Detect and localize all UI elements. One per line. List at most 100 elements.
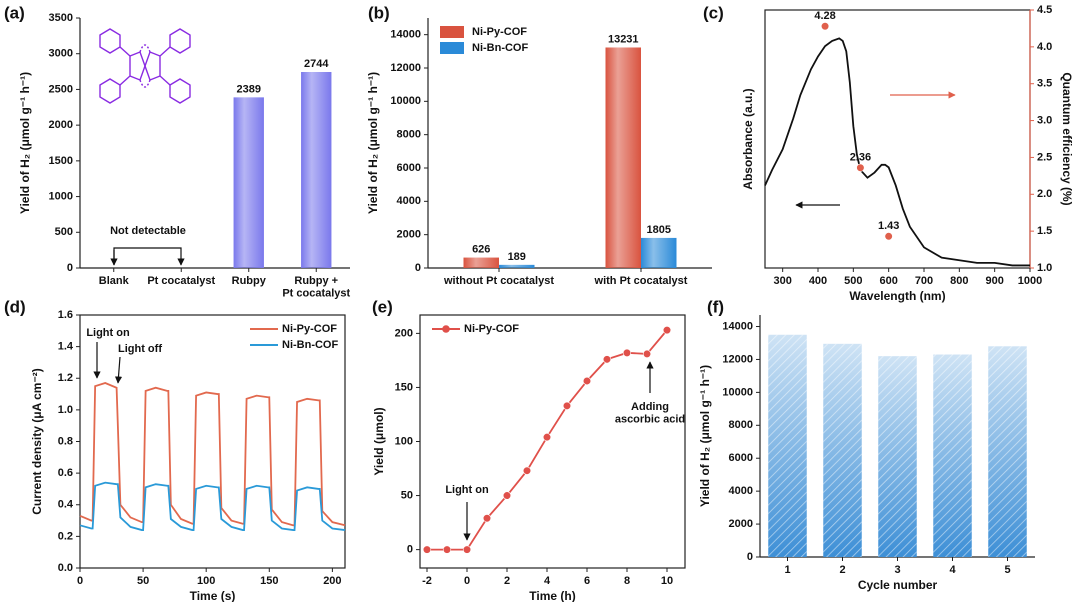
bar bbox=[301, 72, 332, 268]
point bbox=[602, 355, 612, 364]
y-tick-label: 14000 bbox=[722, 320, 753, 332]
value-label: 2389 bbox=[237, 83, 261, 95]
panel-label: (b) bbox=[368, 3, 390, 22]
y2-tick-label: 2.5 bbox=[1037, 151, 1052, 163]
panel-label: (c) bbox=[703, 3, 724, 22]
y2-tick-label: 4.5 bbox=[1037, 4, 1052, 16]
annotation-arrows bbox=[93, 91, 956, 541]
molecule-sketch bbox=[99, 28, 191, 104]
annotation: Not detectable bbox=[110, 225, 186, 237]
bar-hatch bbox=[823, 343, 862, 557]
x-tick-label: 900 bbox=[985, 275, 1003, 287]
y-tick-label: 0.6 bbox=[58, 467, 73, 479]
y-tick-label: 0.8 bbox=[58, 435, 73, 447]
y-tick-label: 4000 bbox=[729, 485, 753, 497]
point bbox=[582, 376, 592, 386]
series-line bbox=[79, 382, 346, 527]
x-tick-label: 4 bbox=[544, 575, 551, 587]
point bbox=[642, 349, 652, 359]
y-tick-label: 8000 bbox=[397, 129, 421, 141]
y-tick-label: 0.0 bbox=[58, 562, 73, 574]
value-label: 1.43 bbox=[878, 220, 899, 232]
annotation: Adding ascorbic acid bbox=[615, 401, 685, 426]
series-line bbox=[79, 481, 346, 531]
x-tick-label: 8 bbox=[624, 575, 630, 587]
value-label: 2.36 bbox=[850, 152, 871, 164]
legend-label: Ni-Bn-COF bbox=[472, 42, 528, 54]
legend-swatch bbox=[440, 26, 464, 38]
y-tick-label: 0 bbox=[747, 551, 753, 563]
x-tick-label: 500 bbox=[844, 275, 862, 287]
y-tick-label: 1.4 bbox=[58, 341, 74, 353]
y-tick-label: 100 bbox=[395, 435, 413, 447]
y-axis-label: Yield of H₂ (μmol g⁻¹ h⁻¹) bbox=[366, 72, 380, 214]
point bbox=[482, 514, 492, 523]
x-tick-label: 10 bbox=[661, 575, 673, 587]
x-tick-label: 1000 bbox=[1018, 275, 1042, 287]
y2-tick-label: 3.0 bbox=[1037, 114, 1052, 126]
x-tick-label: 600 bbox=[879, 275, 897, 287]
bar bbox=[605, 47, 641, 268]
point bbox=[522, 466, 532, 475]
x-axis-label: Time (h) bbox=[529, 589, 575, 602]
y-tick-label: 0 bbox=[67, 262, 73, 274]
y-tick-label: 4000 bbox=[397, 195, 421, 207]
legend-label: Ni-Py-COF bbox=[472, 26, 527, 38]
y-tick-label: 2500 bbox=[49, 83, 73, 95]
x-tick-label: 400 bbox=[809, 275, 827, 287]
y-tick-label: 1000 bbox=[49, 190, 73, 202]
legend-marker bbox=[442, 325, 450, 333]
y-tick-label: 200 bbox=[395, 327, 413, 339]
y-axis-label: Current density (μA cm⁻²) bbox=[30, 368, 44, 515]
value-label: 189 bbox=[508, 251, 526, 263]
legend-swatch bbox=[440, 42, 464, 54]
x-tick-label: 2 bbox=[504, 575, 510, 587]
x-tick-label: Pt cocatalyst bbox=[147, 275, 215, 287]
panel-label: (a) bbox=[4, 3, 25, 22]
bar-hatch bbox=[878, 356, 917, 557]
point bbox=[820, 22, 830, 31]
panel-label: (f) bbox=[707, 297, 724, 316]
point bbox=[462, 545, 472, 554]
y-tick-label: 6000 bbox=[397, 162, 421, 174]
y2-tick-label: 4.0 bbox=[1037, 41, 1052, 53]
x-tick-label: 1 bbox=[784, 564, 790, 576]
annotation: Light on bbox=[86, 327, 130, 339]
y-tick-label: 150 bbox=[395, 381, 413, 393]
x-tick-label: 700 bbox=[915, 275, 933, 287]
x-tick-label: without Pt cocatalyst bbox=[443, 275, 554, 287]
y-tick-label: 0 bbox=[415, 262, 421, 274]
y-tick-label: 12000 bbox=[722, 353, 753, 365]
panel-label: (e) bbox=[372, 297, 393, 316]
y-tick-label: 2000 bbox=[49, 119, 73, 131]
y-tick-label: 500 bbox=[55, 226, 73, 238]
point bbox=[562, 401, 572, 410]
legend-label: Ni-Py-COF bbox=[282, 323, 337, 335]
bar bbox=[641, 237, 677, 268]
y2-tick-label: 1.5 bbox=[1037, 225, 1052, 237]
x-tick-label: 50 bbox=[137, 575, 149, 587]
bar bbox=[463, 257, 499, 268]
y-tick-label: 1500 bbox=[49, 155, 73, 167]
y-tick-label: 1.2 bbox=[58, 372, 73, 384]
y-tick-label: 3000 bbox=[49, 48, 73, 60]
y2-axis-label: Quantum efficiency (%) bbox=[1060, 72, 1074, 205]
x-tick-label: with Pt cocatalyst bbox=[594, 275, 688, 287]
y-tick-label: 6000 bbox=[729, 452, 753, 464]
y-tick-label: 50 bbox=[401, 489, 413, 501]
annotation: Light on bbox=[445, 484, 489, 496]
y-tick-label: 0.4 bbox=[58, 499, 74, 511]
x-tick-label: 3 bbox=[894, 564, 900, 576]
x-tick-label: 2 bbox=[839, 564, 845, 576]
x-tick-label: 150 bbox=[260, 575, 278, 587]
bar bbox=[499, 264, 535, 268]
y-tick-label: 8000 bbox=[729, 419, 753, 431]
point bbox=[542, 433, 552, 442]
x-axis-label: Wavelength (nm) bbox=[849, 289, 945, 303]
y-tick-label: 10000 bbox=[390, 95, 421, 107]
y-tick-label: 1.6 bbox=[58, 309, 73, 321]
y-axis-label: Absorbance (a.u.) bbox=[741, 88, 755, 189]
bar-hatch bbox=[988, 346, 1027, 557]
y-tick-label: 0 bbox=[407, 544, 413, 556]
